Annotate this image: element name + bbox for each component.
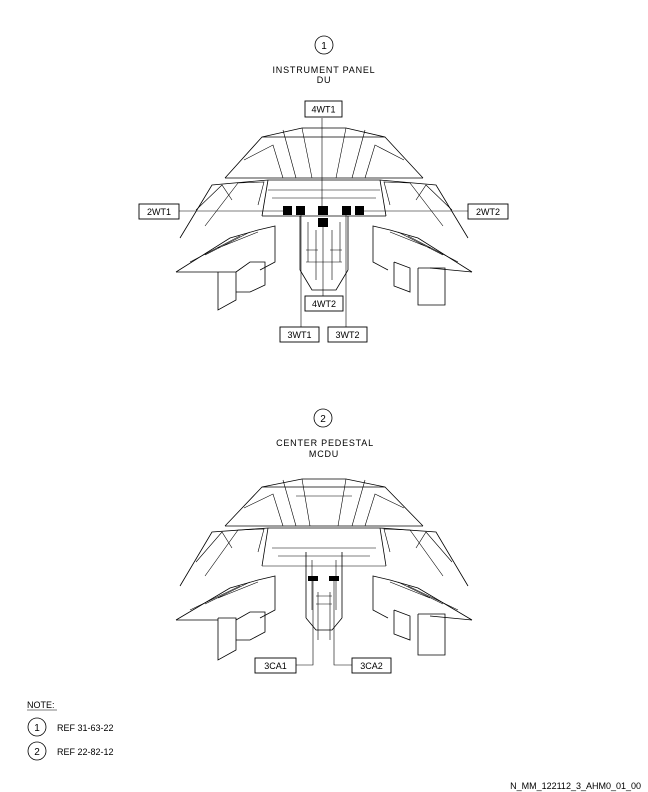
- callout-2wt1: 2WT1: [147, 207, 171, 217]
- view-2-index-circle: [313, 408, 333, 428]
- cockpit-drawing-2: [175, 478, 473, 661]
- view-2-index: 2: [320, 414, 326, 425]
- view-1-index: 1: [321, 41, 327, 52]
- note-2-circle: [27, 741, 47, 761]
- view-1-title-line2: DU: [317, 75, 332, 85]
- notes-section: NOTE: 1 REF 31-63-22 2 REF 22-82-12: [27, 700, 114, 761]
- view-1-title-line1: INSTRUMENT PANEL: [273, 65, 376, 75]
- callout-2wt2: 2WT2: [476, 207, 500, 217]
- du-lower-center: [318, 218, 328, 227]
- view-1: 1 INSTRUMENT PANEL DU: [138, 35, 509, 343]
- callout-3wt1: 3WT1: [287, 330, 311, 340]
- du-right-inner: [342, 206, 351, 215]
- mcdu-left: [308, 576, 318, 581]
- leader-lines-2: [296, 581, 352, 666]
- callout-3wt2: 3WT2: [335, 330, 359, 340]
- view-2-title-line2: MCDU: [309, 449, 339, 459]
- view-2: 2 CENTER PEDESTAL MCDU: [175, 408, 473, 674]
- callout-3ca2: 3CA2: [360, 661, 383, 671]
- note-1-index: 1: [34, 723, 40, 734]
- callout-3ca1: 3CA1: [264, 661, 287, 671]
- du-left-outer: [283, 206, 292, 215]
- mcdu-right: [329, 576, 339, 581]
- leader-lines-1: [179, 118, 468, 327]
- figure-id: N_MM_122112_3_AHM0_01_00: [510, 781, 641, 791]
- callout-4wt2: 4WT2: [312, 299, 336, 309]
- du-left-inner: [296, 206, 305, 215]
- du-right-outer: [355, 206, 364, 215]
- du-upper-center: [318, 206, 328, 215]
- cockpit-drawing-1: [175, 127, 473, 311]
- note-1-text: REF 31-63-22: [57, 723, 114, 733]
- note-1-circle: [27, 717, 47, 737]
- view-2-title-line1: CENTER PEDESTAL: [276, 438, 374, 448]
- view-1-index-circle: [314, 35, 334, 55]
- callout-4wt1: 4WT1: [311, 105, 335, 115]
- note-heading: NOTE:: [27, 700, 55, 710]
- note-2-index: 2: [34, 747, 40, 758]
- note-2-text: REF 22-82-12: [57, 747, 114, 757]
